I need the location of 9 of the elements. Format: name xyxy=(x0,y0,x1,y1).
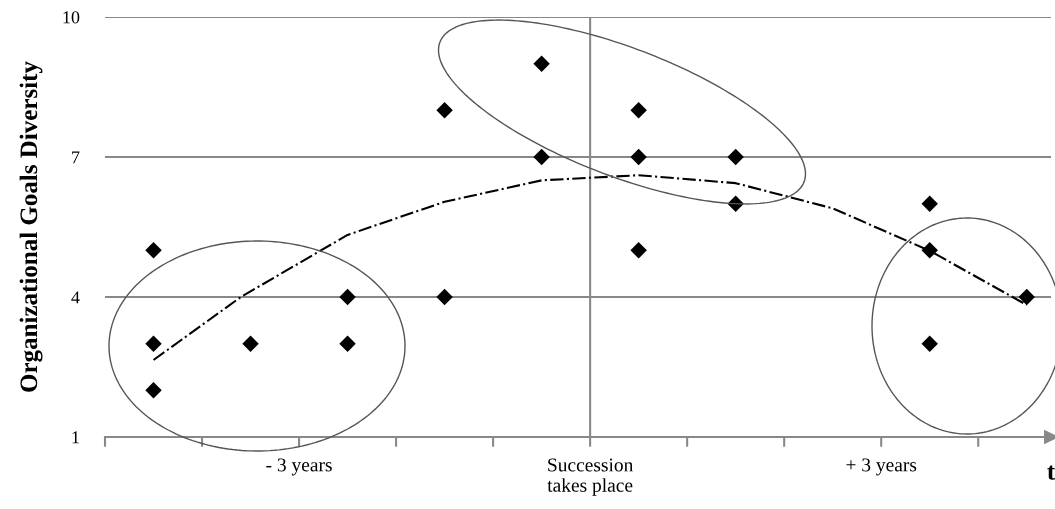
y-tick-label: 4 xyxy=(71,291,80,304)
x-tick-label: Succession takes place xyxy=(547,458,634,496)
y-tick-label: 7 xyxy=(72,151,80,164)
x-tick-label: + 3 years xyxy=(846,458,917,476)
x-tick-label: - 3 years xyxy=(266,458,332,476)
x-axis-title: t xyxy=(1047,465,1055,480)
y-axis-title: Organizational Goals Diversity xyxy=(19,61,43,392)
y-tick-label: 10 xyxy=(63,11,80,24)
y-tick-label: 1 xyxy=(72,431,79,444)
